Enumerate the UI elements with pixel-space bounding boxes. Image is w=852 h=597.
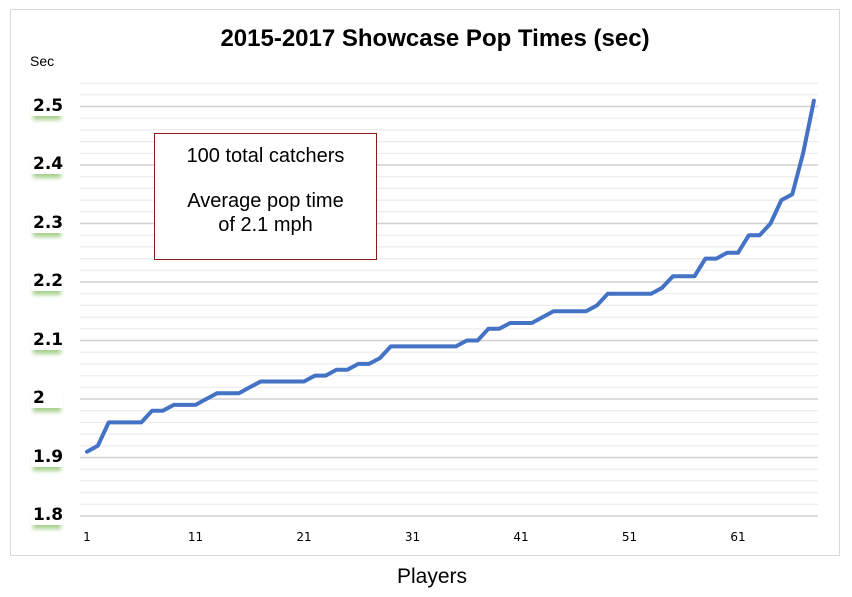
x-tick-label: 61 [730,530,746,544]
x-tick-label: 21 [296,530,312,544]
y-tick-label: 1.9 [31,446,64,467]
y-tick-label: 2.2 [31,271,64,291]
pop-time-line [85,98,816,454]
chart-title: 2015-2017 Showcase Pop Times (sec) [220,25,650,52]
y-axis-unit-label: Sec [30,53,55,69]
x-tick-label: 11 [187,530,204,544]
y-tick-label: 2.3 [31,212,64,233]
annotation-average: Average pop time [187,190,344,212]
y-tick-label: 1.8 [31,505,64,525]
x-tick-label: 51 [621,530,638,544]
y-tick-label: 2.5 [31,95,64,116]
gridlines [80,82,818,517]
annotation-total: 100 total catchers [186,145,345,167]
y-tick-label: 2.1 [31,329,64,350]
x-tick-label: 41 [513,530,529,544]
annotation-average-value: of 2.1 mph [218,214,313,236]
y-tick-label: 2.4 [31,154,64,174]
x-axis-title: Players [396,565,468,588]
y-tick-label: 2 [31,388,63,408]
x-tick-label: 1 [83,530,91,544]
x-tick-label: 31 [404,530,421,544]
annotation-box: 100 total catchers Average pop time of 2… [154,133,377,260]
